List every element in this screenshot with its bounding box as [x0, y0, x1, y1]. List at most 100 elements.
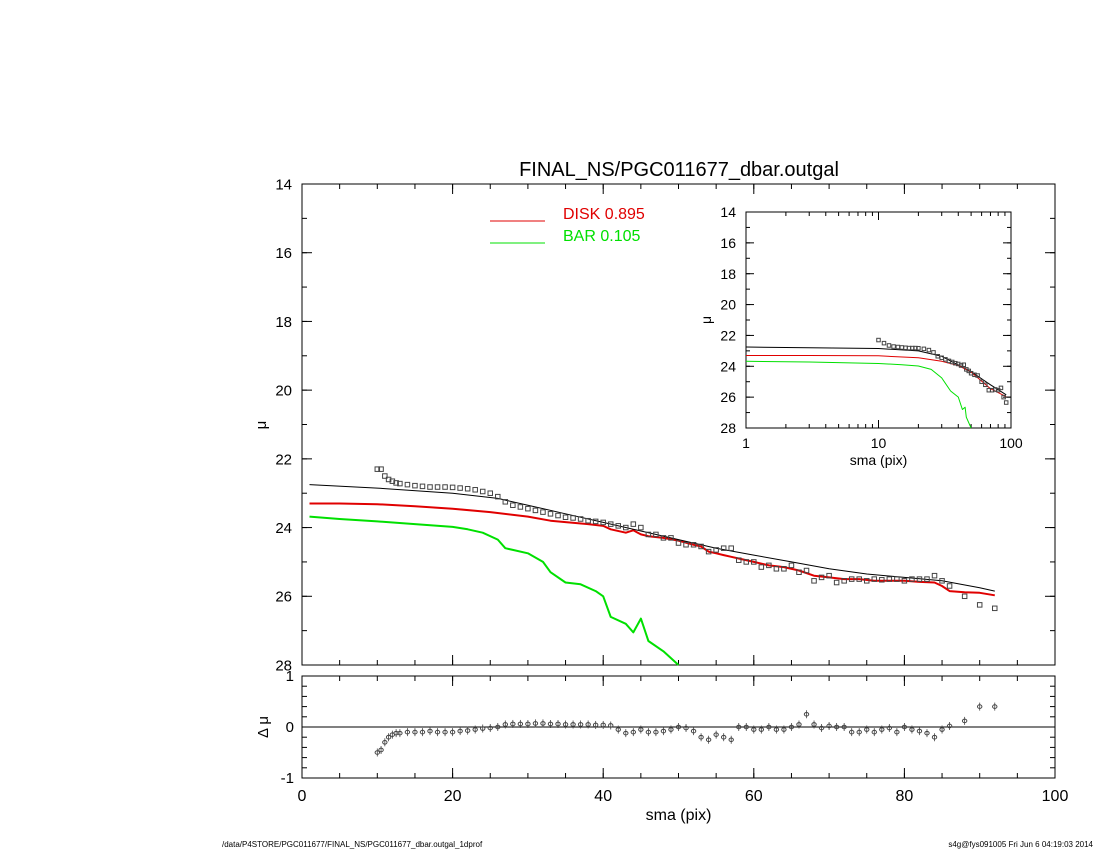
main-data-point: [419, 483, 426, 490]
main-data-point: [427, 484, 433, 490]
main-data-point: [525, 505, 531, 512]
main-data-point: [585, 517, 591, 524]
resid-data-point: [608, 723, 614, 728]
resid-data-point: [894, 729, 900, 735]
resid-data-point: [713, 732, 719, 737]
inset-data-point: [916, 345, 921, 351]
resid-data-point: [901, 724, 908, 730]
main-series-total-line: [309, 484, 995, 592]
resid-data-point: [385, 734, 392, 740]
inset-ytick-label: 26: [720, 389, 736, 405]
resid-data-point: [502, 722, 509, 727]
resid-data-point: [480, 726, 486, 731]
resid-data-point: [412, 729, 418, 735]
main-data-point: [449, 484, 456, 491]
inset-ytick-label: 18: [720, 266, 736, 282]
resid-data-point: [653, 729, 659, 735]
main-ytick-label: 28: [275, 657, 292, 674]
inset-data-point: [979, 379, 984, 384]
resid-data-point: [510, 721, 516, 727]
resid-data-point: [525, 721, 531, 727]
main-data-point: [826, 572, 832, 579]
main-data-point: [705, 548, 712, 555]
main-data-point: [404, 481, 411, 488]
main-data-point: [555, 512, 561, 519]
resid-data-point: [758, 727, 765, 732]
resid-ytick-label: 1: [286, 668, 294, 685]
inset-data-point: [876, 337, 881, 343]
resid-data-point: [916, 728, 923, 734]
main-data-point: [434, 484, 441, 490]
inset-y-axis-label: μ: [698, 316, 714, 324]
resid-data-point: [404, 729, 411, 735]
inset-data-point: [992, 387, 998, 392]
inset-data-point: [881, 340, 887, 346]
main-data-point: [607, 521, 614, 527]
resid-data-point: [457, 728, 463, 734]
main-data-point: [698, 543, 704, 550]
main-data-point: [939, 578, 945, 584]
resid-data-point: [464, 728, 471, 733]
resid-data-point: [833, 724, 840, 730]
main-data-point: [374, 466, 381, 472]
main-data-point: [660, 535, 667, 541]
main-data-point: [412, 482, 418, 489]
resid-data-point: [615, 727, 621, 732]
main-data-point: [517, 504, 524, 510]
resid-data-point: [720, 734, 727, 740]
main-data-point: [645, 531, 652, 538]
resid-data-point: [442, 729, 448, 735]
main-data-point: [886, 576, 893, 582]
inset-ytick-label: 28: [720, 420, 736, 436]
main-data-point: [457, 485, 463, 491]
resid-data-point: [811, 722, 817, 727]
resid-data-point: [592, 722, 599, 728]
resid-data-point: [630, 729, 637, 735]
resid-data-point: [487, 725, 493, 731]
main-data-point: [818, 574, 825, 581]
resid-data-point: [698, 734, 704, 740]
main-data-point: [540, 509, 546, 515]
main-data-point: [916, 576, 923, 582]
main-data-point: [532, 507, 539, 514]
main-data-point: [781, 566, 787, 572]
main-data-point: [600, 519, 606, 526]
main-data-point: [577, 516, 584, 522]
main-series-bar-line: [309, 515, 680, 666]
resid-ytick-label: -1: [281, 770, 294, 787]
main-data-point: [751, 559, 757, 565]
resid-data-point: [690, 728, 697, 734]
main-data-point: [623, 524, 629, 531]
main-data-point: [479, 488, 486, 495]
inset-data-point: [958, 363, 964, 368]
inset-ytick-label: 14: [720, 204, 736, 220]
inset-data-point: [926, 347, 932, 353]
inset-ytick-label: 20: [720, 297, 736, 313]
resid-data-point: [600, 722, 606, 728]
resid-data-point: [397, 730, 403, 736]
main-series-disk-line: [309, 502, 995, 597]
resid-data-point: [871, 729, 877, 735]
main-data-point: [442, 484, 448, 490]
resid-data-point: [728, 737, 734, 743]
resid-data-point: [864, 727, 870, 732]
main-plot-panel: 14 16 18 20 22 24 26 28 μ DISK 0.895 BAR 0.105: [253, 176, 1056, 674]
main-data-point: [385, 476, 392, 483]
resid-data-point: [909, 727, 915, 732]
main-data-point: [871, 576, 878, 582]
resid-data-point: [427, 728, 433, 734]
resid-data-point: [939, 727, 945, 732]
inset-xtick-label: 100: [999, 435, 1023, 451]
inset-data-point: [966, 368, 972, 374]
resid-data-point: [562, 722, 569, 727]
main-data-point: [464, 485, 471, 492]
legend-disk-label: DISK 0.895: [563, 206, 645, 223]
resid-data-point: [382, 740, 388, 745]
main-data-point: [946, 583, 953, 589]
main-data-point: [510, 502, 516, 508]
inset-data-point: [886, 343, 892, 348]
main-data-point: [378, 466, 384, 472]
main-data-point: [570, 515, 576, 521]
